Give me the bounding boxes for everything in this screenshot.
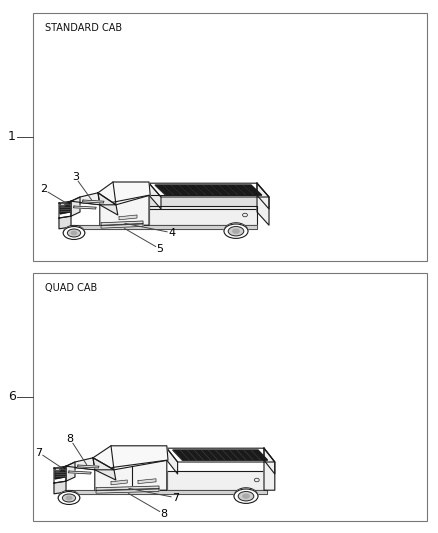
Ellipse shape — [63, 227, 85, 239]
Polygon shape — [155, 185, 262, 195]
Text: 8: 8 — [67, 434, 74, 444]
Polygon shape — [264, 448, 275, 490]
Text: 5: 5 — [156, 244, 163, 254]
Polygon shape — [60, 203, 70, 214]
Text: 1: 1 — [8, 131, 16, 143]
Polygon shape — [95, 460, 167, 490]
Polygon shape — [96, 486, 159, 491]
Polygon shape — [111, 480, 127, 485]
Polygon shape — [167, 471, 264, 490]
Polygon shape — [149, 206, 257, 225]
Polygon shape — [264, 448, 275, 474]
Polygon shape — [59, 201, 71, 218]
Polygon shape — [173, 450, 268, 460]
Ellipse shape — [254, 478, 259, 482]
Text: 7: 7 — [173, 493, 180, 503]
Polygon shape — [167, 448, 177, 474]
Polygon shape — [74, 206, 96, 209]
Ellipse shape — [224, 224, 248, 238]
Ellipse shape — [233, 229, 239, 233]
Polygon shape — [96, 488, 159, 493]
Polygon shape — [71, 193, 116, 205]
Bar — [33, 273, 427, 521]
Polygon shape — [257, 183, 269, 225]
Polygon shape — [66, 458, 114, 470]
Polygon shape — [149, 183, 161, 209]
Polygon shape — [98, 193, 118, 215]
Polygon shape — [72, 225, 257, 229]
Ellipse shape — [238, 491, 254, 501]
Polygon shape — [59, 216, 71, 229]
Polygon shape — [257, 183, 269, 209]
Bar — [33, 13, 427, 261]
Text: 8: 8 — [160, 509, 168, 519]
Polygon shape — [54, 481, 66, 494]
Text: 4: 4 — [169, 228, 176, 238]
Polygon shape — [55, 467, 65, 479]
Polygon shape — [138, 479, 156, 483]
Text: 6: 6 — [8, 391, 16, 403]
Polygon shape — [71, 197, 80, 216]
Polygon shape — [149, 195, 257, 209]
Bar — [60, 203, 64, 205]
Ellipse shape — [58, 491, 80, 504]
Polygon shape — [82, 200, 104, 203]
Text: 3: 3 — [72, 172, 79, 182]
Ellipse shape — [67, 496, 72, 499]
Polygon shape — [98, 182, 150, 205]
Text: 2: 2 — [40, 184, 47, 195]
Polygon shape — [67, 490, 267, 494]
Bar — [55, 468, 59, 471]
Polygon shape — [100, 195, 149, 225]
Ellipse shape — [243, 213, 247, 217]
Polygon shape — [66, 462, 75, 481]
Polygon shape — [101, 221, 143, 226]
Ellipse shape — [71, 231, 77, 235]
Ellipse shape — [62, 494, 76, 502]
Ellipse shape — [67, 229, 81, 237]
Polygon shape — [93, 446, 168, 470]
Polygon shape — [167, 448, 275, 462]
Polygon shape — [78, 465, 99, 468]
Polygon shape — [101, 223, 143, 228]
Ellipse shape — [228, 227, 244, 236]
Ellipse shape — [243, 494, 249, 498]
Text: 7: 7 — [35, 448, 42, 457]
Text: QUAD CAB: QUAD CAB — [45, 283, 97, 293]
Polygon shape — [54, 466, 66, 483]
Polygon shape — [68, 471, 91, 474]
Ellipse shape — [234, 489, 258, 503]
Text: STANDARD CAB: STANDARD CAB — [45, 23, 122, 33]
Polygon shape — [149, 183, 269, 197]
Polygon shape — [119, 215, 137, 220]
Polygon shape — [93, 458, 116, 480]
